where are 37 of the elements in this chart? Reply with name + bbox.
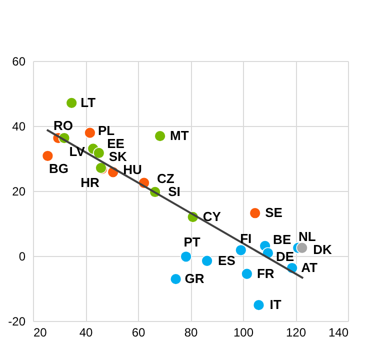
annotation: SE [265, 205, 283, 220]
y-tick-label: 60 [12, 54, 26, 68]
annotation: CZ [157, 170, 174, 186]
y-tick-label: 40 [12, 120, 26, 134]
annotation: EE [107, 136, 125, 151]
x-tick-label: 100 [233, 326, 254, 340]
annotation: BE [273, 232, 292, 247]
annotation: DE [276, 249, 294, 264]
x-tick-label: 20 [34, 326, 48, 340]
annotation: RO [53, 118, 73, 134]
x-tick-label: 80 [184, 326, 198, 340]
annotation: FR [256, 266, 275, 281]
x-tick-label: 140 [328, 326, 349, 340]
annotation: ES [218, 252, 236, 268]
y-tick-label: 20 [12, 184, 26, 198]
annotation: BG [48, 160, 68, 176]
annotation: IT [270, 297, 282, 312]
annotation: DK [313, 242, 332, 257]
annotation: LT [80, 94, 96, 110]
x-tick-label: 120 [286, 326, 306, 340]
annotation: MT [170, 128, 189, 144]
annotation: SI [168, 184, 180, 199]
annotation: LV [69, 144, 86, 160]
annotation: HR [80, 174, 100, 190]
annotation: GR [184, 271, 205, 286]
annotation: HU [123, 162, 142, 178]
x-tick-label: 60 [132, 326, 146, 340]
y-tick-label: -20 [8, 314, 26, 328]
annotation: PT [184, 234, 200, 250]
y-tick-label: 0 [18, 250, 26, 264]
annotation: AT [301, 260, 318, 276]
annotation: CY [202, 209, 222, 224]
annotation: PL [98, 122, 115, 138]
x-tick-label: 40 [79, 326, 93, 340]
annotation: NL [298, 228, 316, 244]
annotation: FI [240, 231, 252, 246]
annotation: SK [108, 148, 128, 164]
